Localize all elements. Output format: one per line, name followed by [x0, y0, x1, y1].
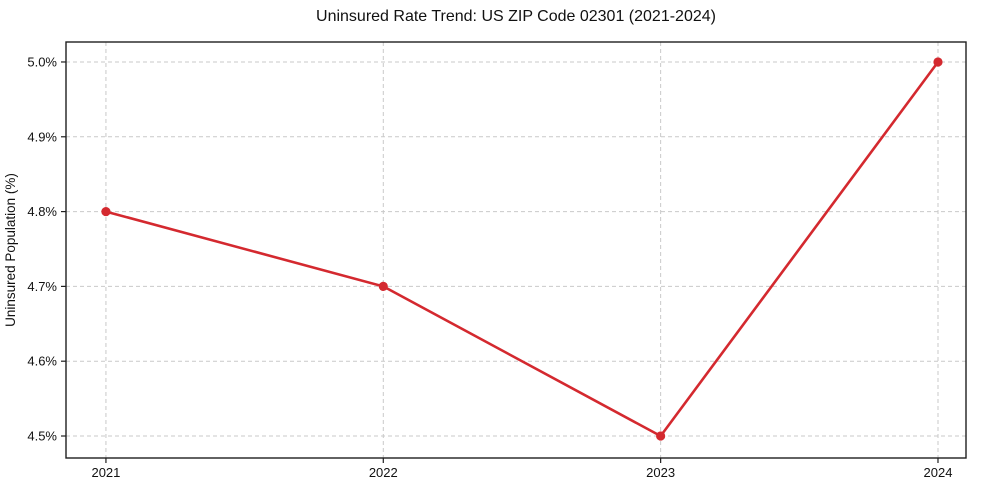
chart-title: Uninsured Rate Trend: US ZIP Code 02301 … [316, 8, 716, 25]
data-point-2022 [378, 281, 388, 291]
data-point-2021 [101, 206, 111, 217]
y-tick-label: 4.6% [27, 354, 57, 369]
axes: 4.5% 4.6% 4.7% 4.8% 4.9% 5.0% 2021 2022 2023 2024 [27, 41, 967, 480]
trend-line [104, 60, 940, 438]
y-tick-label: 5.0% [27, 54, 57, 69]
x-tick-label: 2023 [646, 465, 675, 480]
plot-border [65, 41, 967, 459]
gridlines [66, 42, 966, 458]
y-tick-label: 4.8% [27, 204, 57, 219]
x-tick-label: 2022 [369, 465, 398, 480]
x-tick-label: 2024 [924, 465, 953, 480]
data-point-2024 [933, 57, 943, 67]
y-axis-label: Uninsured Population (%) [3, 173, 18, 327]
y-tick-label: 4.7% [27, 279, 57, 294]
y-tick-label: 4.9% [27, 129, 57, 144]
trend-line-series [101, 57, 943, 441]
x-tick-label: 2021 [91, 465, 120, 480]
y-tick-label: 4.5% [27, 429, 57, 444]
data-point-2023 [656, 431, 666, 441]
